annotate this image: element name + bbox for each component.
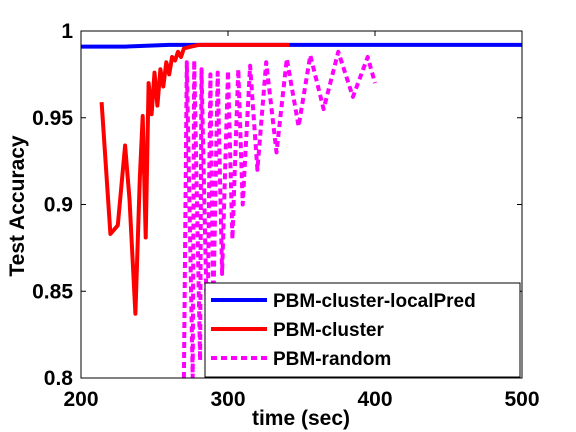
- y-axis-title: Test Accuracy: [6, 135, 29, 277]
- series-layer: [81, 42, 522, 378]
- legend: PBM-cluster-localPred PBM-cluster PBM-rand…: [204, 282, 521, 378]
- y-tick-label: 1: [61, 20, 73, 43]
- y-tick-label: 0.8: [44, 367, 74, 390]
- x-axis-title: time (sec): [252, 407, 350, 430]
- y-tick-label: 0.9: [44, 194, 73, 217]
- axes-layer: 200 300 400 500 0.8 0.85 0.9 0.95 1: [32, 20, 539, 411]
- y-tick-label: 0.95: [32, 107, 73, 130]
- legend-label-0: PBM-cluster-localPred: [273, 291, 476, 312]
- series-line-0: [81, 42, 522, 49]
- x-tick-label: 200: [63, 388, 98, 411]
- x-tick-label: 300: [210, 388, 245, 411]
- x-tick-label: 500: [504, 388, 539, 411]
- x-tick-label: 400: [357, 388, 392, 411]
- legend-label-2: PBM-random: [273, 349, 391, 370]
- y-tick-label: 0.85: [32, 280, 73, 303]
- series-line-1: [99, 42, 290, 316]
- legend-label-1: PBM-cluster: [273, 320, 384, 341]
